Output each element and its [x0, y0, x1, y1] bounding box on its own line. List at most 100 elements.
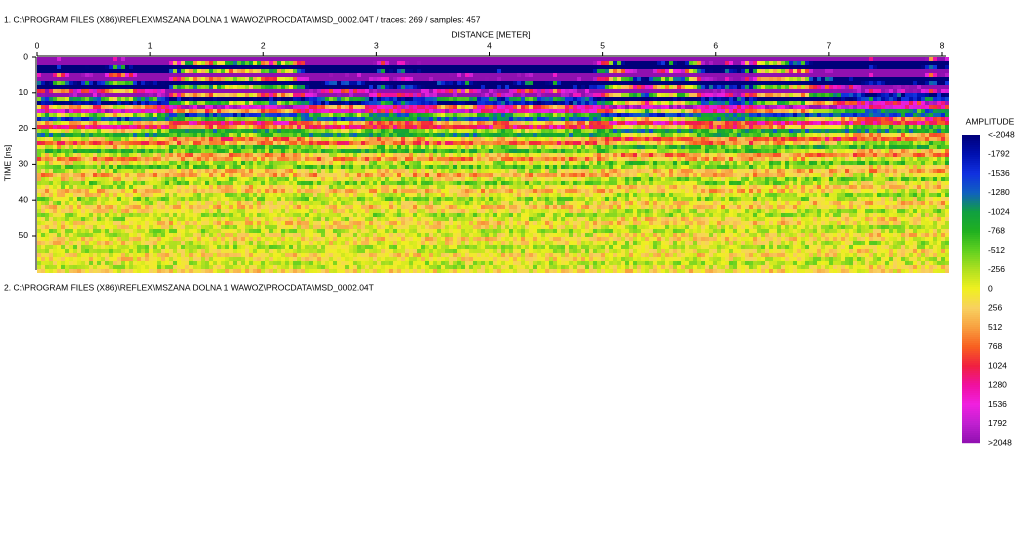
radargram-cell: [233, 69, 237, 73]
radargram-cell: [89, 137, 93, 141]
radargram-cell: [53, 173, 57, 177]
radargram-cell: [201, 257, 205, 261]
radargram-cell: [177, 129, 181, 133]
radargram-cell: [49, 233, 53, 237]
radargram-cell: [109, 149, 113, 153]
radargram-cell: [185, 181, 189, 185]
radargram-cell: [385, 85, 389, 89]
radargram-cell: [125, 105, 129, 109]
radargram-cell: [349, 253, 353, 257]
radargram-cell: [377, 241, 381, 245]
radargram-cell: [109, 65, 113, 69]
radargram-cell: [333, 141, 337, 145]
radargram-cell: [65, 177, 69, 181]
radargram-cell: [49, 265, 53, 269]
radargram-cell: [369, 269, 373, 273]
radargram-cell: [389, 269, 393, 273]
radargram-cell: [393, 193, 397, 197]
radargram-cell: [361, 113, 365, 117]
radargram-cell: [37, 133, 41, 137]
radargram-cell: [237, 213, 241, 217]
radargram-cell: [325, 89, 329, 93]
radargram-cell: [89, 181, 93, 185]
radargram-cell: [117, 105, 121, 109]
radargram-cell: [305, 69, 309, 73]
radargram-cell: [301, 85, 305, 89]
radargram-cell: [281, 145, 285, 149]
radargram-cell: [209, 225, 213, 229]
radargram-cell: [381, 233, 385, 237]
radargram-cell: [313, 69, 317, 73]
radargram-cell: [225, 85, 229, 89]
radargram-cell: [241, 241, 245, 245]
radargram-cell: [169, 201, 173, 205]
radargram-cell: [285, 181, 289, 185]
radargram-cell: [269, 257, 273, 261]
radargram-cell: [185, 129, 189, 133]
radargram-cell: [301, 153, 305, 157]
radargram-cell: [53, 181, 57, 185]
radargram-cell: [205, 269, 209, 273]
radargram-cell: [341, 265, 345, 269]
radargram-cell: [237, 85, 241, 89]
radargram-cell: [49, 69, 53, 73]
radargram-cell: [373, 237, 377, 241]
radargram-cell: [189, 241, 193, 245]
radargram-cell: [349, 141, 353, 145]
radargram-cell: [193, 237, 197, 241]
radargram-cell: [37, 197, 41, 201]
radargram-cell: [77, 177, 81, 181]
radargram-cell: [261, 269, 265, 273]
radargram-cell: [317, 177, 321, 181]
radargram-cell: [393, 205, 397, 209]
radargram-cell: [289, 265, 293, 269]
radargram-cell: [273, 205, 277, 209]
radargram-cell: [125, 221, 129, 225]
radargram-cell: [225, 129, 229, 133]
radargram-cell: [185, 121, 189, 125]
radargram-cell: [73, 213, 77, 217]
radargram-cell: [165, 237, 169, 241]
radargram-cell: [125, 101, 129, 105]
radargram-cell: [217, 145, 221, 149]
radargram-cell: [321, 93, 325, 97]
radargram-cell: [169, 105, 173, 109]
radargram-cell: [341, 257, 345, 261]
radargram-cell: [105, 141, 109, 145]
radargram-cell: [217, 117, 221, 121]
radargram-cell: [113, 117, 117, 121]
radargram-cell: [293, 209, 297, 213]
radargram-cell: [161, 73, 165, 77]
radargram-cell: [61, 237, 65, 241]
radargram-cell: [369, 233, 373, 237]
radargram-cell: [145, 221, 149, 225]
radargram-cell: [145, 61, 149, 65]
radargram-cell: [289, 113, 293, 117]
radargram-cell: [185, 165, 189, 169]
radargram-cell: [93, 77, 97, 81]
radargram-cell: [141, 93, 145, 97]
radargram-cell: [129, 245, 133, 249]
radargram-cell: [245, 269, 249, 273]
radargram-cell: [189, 129, 193, 133]
radargram-cell: [277, 233, 281, 237]
radargram-cell: [105, 261, 109, 265]
radargram-cell: [153, 157, 157, 161]
radargram-cell: [353, 101, 357, 105]
radargram-cell: [193, 93, 197, 97]
radargram-cell: [277, 109, 281, 113]
radargram-cell: [133, 65, 137, 69]
radargram-cell: [109, 193, 113, 197]
radargram-cell: [57, 145, 61, 149]
radargram-cell: [161, 57, 165, 61]
radargram-cell: [297, 149, 301, 153]
radargram-cell: [61, 109, 65, 113]
radargram-cell: [177, 189, 181, 193]
radargram-cell: [161, 113, 165, 117]
radargram-cell: [281, 141, 285, 145]
radargram-cell: [185, 269, 189, 273]
radargram-cell: [153, 105, 157, 109]
radargram-cell: [333, 105, 337, 109]
radargram-cell: [209, 213, 213, 217]
radargram-cell: [269, 185, 273, 189]
